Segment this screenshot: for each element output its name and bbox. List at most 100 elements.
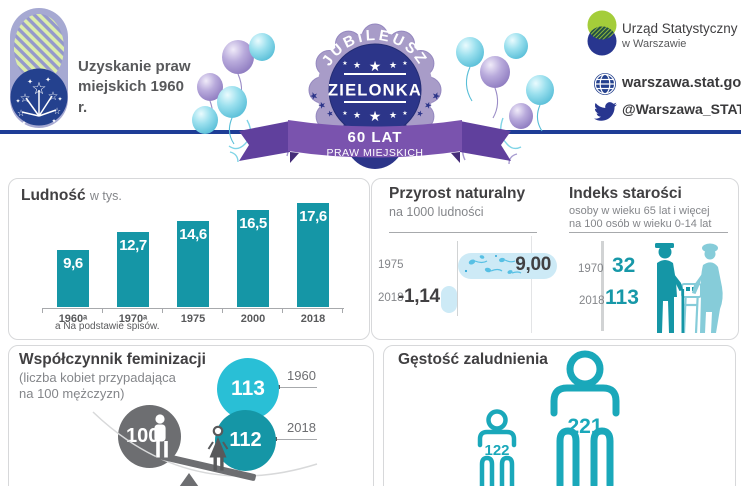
person-icon-large [550, 350, 620, 486]
person-icon-small [477, 409, 517, 486]
bar-value-label: 14,6 [179, 226, 207, 243]
population-x-axis [42, 308, 344, 313]
svg-text:★: ★ [316, 99, 327, 111]
density-title: Gęstość zaludnienia [398, 351, 548, 368]
natural-increase-axis [457, 241, 458, 316]
density-value-large: 221 [567, 415, 603, 438]
svg-text:★: ★ [342, 110, 347, 117]
balloons [192, 33, 554, 145]
twitter-handle[interactable]: @Warszawa_STAT [622, 101, 741, 117]
bar-value-label: 12,7 [119, 237, 147, 254]
svg-text:★: ★ [369, 58, 382, 74]
feminization-circle-2018: 112 [215, 410, 276, 471]
svg-text:★: ★ [389, 60, 397, 70]
city-rights-note: Uzyskanie praw miejskich 1960 r. [78, 58, 191, 116]
feminization-value-1960: 113 [231, 377, 265, 400]
population-bar: 9,6 [57, 250, 89, 307]
bar-category-label: 2000 [240, 313, 266, 325]
ribbon-line2: PRAW MIEJSKICH [326, 147, 423, 159]
population-bar-chart: 9,6 1960ᵃ 12,7 1970ᵃ 14,6 1975 16,5 2000 17,6 201… [43, 201, 343, 325]
elderly-couple-icon [655, 243, 723, 334]
natural-increase-subtitle: na 1000 ludności [389, 205, 484, 219]
svg-text:★: ★ [369, 108, 382, 124]
jubilee-badge: JUBILEUSZ ★ ★ ★★ ★ ZIELONKA ★ ★ ★★ ★ ★ ★ ★… [192, 23, 554, 169]
twitter-icon [594, 102, 617, 121]
population-bar: 16,5 [237, 210, 269, 307]
natural-increase-year-2018: 2018 [378, 292, 404, 304]
natural-increase-bar-2018 [441, 286, 457, 313]
svg-text:☆: ☆ [17, 109, 25, 119]
svg-text:★: ★ [353, 60, 361, 70]
statistical-office-logo [587, 10, 617, 56]
natural-increase-title: Przyrost naturalny [389, 185, 526, 202]
svg-text:✦: ✦ [57, 96, 62, 103]
badge-city-name: ZIELONKA [328, 82, 422, 100]
vitals-panel: Przyrost naturalny na 1000 ludności 1975 [371, 178, 739, 340]
population-title: Ludność [21, 187, 86, 204]
svg-text:✦: ✦ [15, 98, 20, 105]
svg-text:☆: ☆ [20, 91, 31, 105]
svg-text:✦: ✦ [21, 120, 26, 127]
svg-text:★: ★ [402, 60, 407, 67]
ageing-value-1970: 32 [612, 254, 636, 277]
natural-increase-value-1975: 9,00 [515, 254, 551, 275]
ribbon-line1: 60 LAT [348, 129, 403, 146]
svg-text:★: ★ [430, 90, 442, 103]
seesaw-graphic [92, 411, 318, 486]
svg-text:★: ★ [423, 99, 434, 111]
website-link[interactable]: warszawa.stat.gov.pl [622, 75, 741, 91]
men-base-value: 100 [126, 425, 160, 447]
feminization-year-2018: 2018 [287, 420, 316, 435]
bar-value-label: 9,6 [63, 255, 83, 272]
svg-text:★: ★ [353, 110, 361, 120]
axis-tick [222, 309, 223, 313]
feminization-title: Współczynnik feminizacji [19, 351, 206, 368]
axis-tick [282, 309, 283, 313]
bar-category-label: 2018 [300, 313, 326, 325]
population-bar: 12,7 [117, 232, 149, 307]
ageing-index-subtitle-line1: osoby w wieku 65 lat i więcej [569, 205, 710, 217]
svg-text:★: ★ [342, 60, 347, 67]
density-value-small: 122 [484, 442, 510, 459]
ageing-year-1970: 1970 [578, 263, 604, 275]
svg-text:✦: ✦ [45, 76, 51, 84]
office-name-line2: w Warszawie [622, 38, 687, 50]
axis-tick [162, 309, 163, 313]
feminization-year-1960: 1960 [287, 368, 316, 383]
axis-tick [342, 309, 343, 313]
feminization-subtitle-line2: na 100 mężczyzn) [19, 386, 125, 401]
feminization-value-2018: 112 [229, 429, 262, 451]
svg-text:★: ★ [415, 108, 425, 119]
ageing-year-2018: 2018 [579, 295, 605, 307]
ageing-index-title: Indeks starości [569, 185, 682, 202]
axis-tick [102, 309, 103, 313]
svg-text:★: ★ [402, 110, 407, 117]
men-base-circle: 100 [118, 405, 181, 468]
feminization-panel: Współczynnik feminizacji (liczba kobiet … [8, 345, 374, 486]
bar-category-label: 1960ᵃ [58, 313, 88, 325]
svg-text:✦: ✦ [27, 78, 33, 86]
svg-text:★: ★ [389, 110, 397, 120]
svg-text:☆: ☆ [31, 79, 46, 99]
bar-category-label: 1970ᵃ [118, 313, 148, 325]
natural-increase-bar-1975: 9,00 [458, 253, 557, 279]
population-panel: Ludność w tys. 9,6 1960ᵃ 12,7 1970ᵃ 14,6 1975… [8, 178, 370, 340]
svg-text:☆: ☆ [53, 107, 61, 117]
natural-increase-value-2018: -1,14 [398, 286, 440, 307]
population-footnote: a Na podstawie spisów. [55, 321, 160, 332]
density-panel: Gęstość zaludnienia 122 221 [383, 345, 736, 486]
svg-text:☆: ☆ [48, 89, 59, 103]
natural-increase-year-1975: 1975 [378, 259, 404, 271]
feminization-circle-1960: 113 [217, 358, 279, 420]
svg-text:✦: ✦ [51, 118, 56, 125]
population-bar: 14,6 [177, 221, 209, 307]
axis-tick [42, 309, 43, 313]
ageing-value-2018: 113 [605, 286, 639, 309]
badge-stars-bottom: ★ ★ ★ ★ ★ [342, 108, 407, 124]
population-bar: 17,6 [297, 203, 329, 307]
bar-category-label: 1975 [180, 313, 206, 325]
population-unit: w tys. [89, 189, 122, 203]
svg-text:★: ★ [325, 108, 335, 119]
ageing-divider-bar [601, 241, 604, 331]
